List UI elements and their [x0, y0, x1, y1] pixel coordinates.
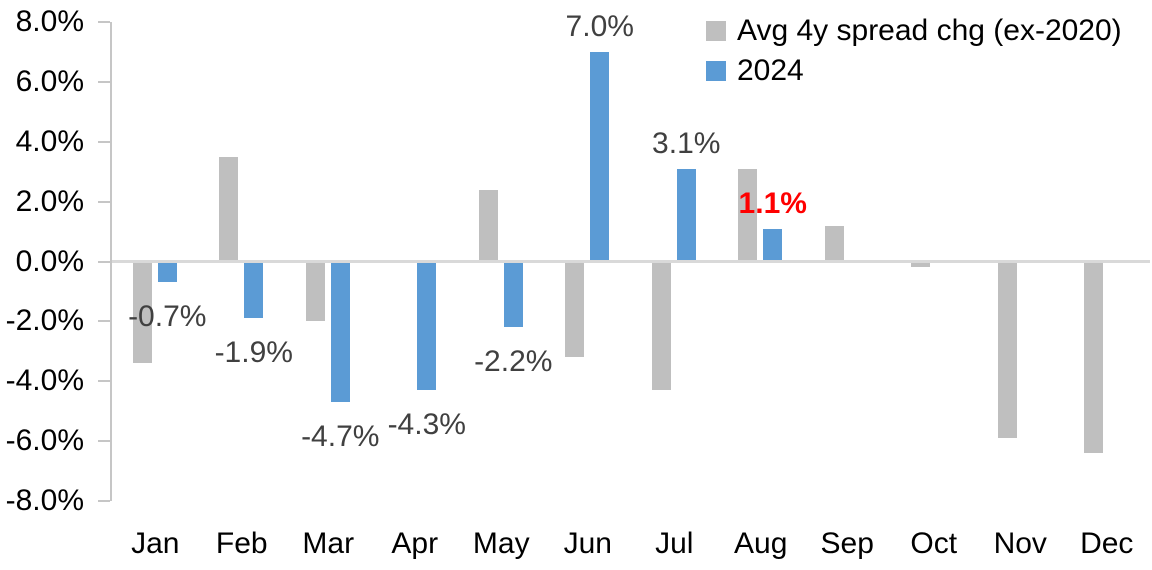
- bar-avg4y-sep: [824, 225, 844, 262]
- x-axis-label: May: [472, 527, 530, 560]
- bar-avg4y-may: [478, 189, 498, 262]
- x-axis-label: Jul: [655, 527, 694, 560]
- y-axis-line: [110, 22, 112, 501]
- y-axis-label: 2.0%: [15, 184, 84, 218]
- legend-item-2024: 2024: [706, 54, 1122, 88]
- bar-y2024-jan: [157, 261, 177, 283]
- bar-y2024-jun: [590, 51, 610, 262]
- legend-label-avg4y: Avg 4y spread chg (ex-2020): [737, 14, 1122, 47]
- legend-label-2024: 2024: [737, 54, 804, 87]
- bar-avg4y-jan: [132, 261, 152, 364]
- legend-swatch-avg4y: [706, 21, 726, 41]
- y-axis-label: -8.0%: [5, 484, 84, 517]
- y-axis-label: -6.0%: [5, 424, 84, 458]
- data-label-y2024-jul: 3.1%: [652, 126, 721, 160]
- data-label-y2024-may: -2.2%: [474, 345, 553, 379]
- legend: Avg 4y spread chg (ex-2020) 2024: [706, 14, 1122, 94]
- x-axis-label: Nov: [993, 527, 1047, 560]
- x-axis-label: Aug: [734, 527, 788, 560]
- bar-y2024-apr: [417, 261, 437, 391]
- bar-avg4y-mar: [305, 261, 325, 322]
- bar-y2024-may: [503, 261, 523, 328]
- y-axis-tick: [98, 80, 110, 83]
- y-axis-tick: [98, 140, 110, 143]
- bar-avg4y-nov: [997, 261, 1017, 439]
- bar-y2024-aug: [763, 228, 783, 262]
- bar-avg4y-jun: [565, 261, 585, 358]
- y-axis-tick: [98, 320, 110, 323]
- bar-avg4y-feb: [219, 156, 239, 262]
- bar-y2024-jul: [676, 168, 696, 262]
- y-axis-tick: [98, 21, 110, 23]
- legend-swatch-2024: [706, 61, 726, 81]
- y-axis-tick: [98, 380, 110, 383]
- x-axis-label: Jun: [563, 527, 612, 560]
- legend-item-avg4y: Avg 4y spread chg (ex-2020): [706, 14, 1122, 48]
- x-axis-label: Sep: [820, 527, 874, 560]
- data-label-y2024-feb: -1.9%: [214, 336, 293, 370]
- x-axis-label: Oct: [910, 527, 958, 560]
- y-axis-tick: [98, 200, 110, 203]
- y-axis-label: 0.0%: [15, 244, 84, 278]
- bar-avg4y-dec: [1084, 261, 1104, 454]
- y-axis-label: -4.0%: [5, 364, 84, 398]
- data-label-y2024-aug: 1.1%: [738, 186, 807, 220]
- x-axis-label: Dec: [1080, 527, 1134, 560]
- y-axis-label: 4.0%: [15, 124, 84, 158]
- bar-avg4y-jul: [651, 261, 671, 391]
- bar-y2024-mar: [330, 261, 350, 403]
- data-label-y2024-jan: -0.7%: [128, 300, 207, 334]
- y-axis-tick: [98, 260, 110, 263]
- y-axis-label: 6.0%: [15, 64, 84, 98]
- x-axis-label: Mar: [302, 527, 355, 560]
- y-axis-tick: [98, 440, 110, 443]
- y-axis-tick: [98, 500, 110, 502]
- x-axis-label: Jan: [131, 527, 180, 560]
- zero-line: [112, 260, 1150, 263]
- x-axis-label: Feb: [215, 527, 268, 560]
- bar-avg4y-oct: [911, 261, 931, 268]
- data-label-y2024-mar: -4.7%: [301, 420, 380, 454]
- data-label-y2024-apr: -4.3%: [387, 408, 466, 442]
- bar-avg4y-aug: [738, 168, 758, 262]
- x-axis-label: Apr: [391, 527, 439, 560]
- y-axis-label: 8.0%: [15, 5, 84, 38]
- y-axis-label: -2.0%: [5, 304, 84, 338]
- data-label-y2024-jun: 7.0%: [565, 9, 634, 43]
- bar-y2024-feb: [244, 261, 264, 319]
